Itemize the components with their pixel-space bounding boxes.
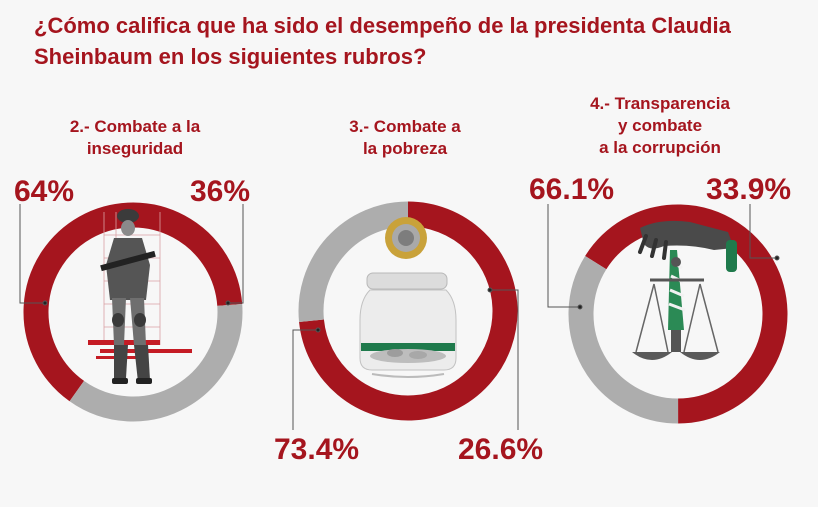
chart-1-leader-dot	[42, 300, 48, 306]
chart-3-title-line: 4.- Transparencia	[590, 94, 730, 113]
chart-1-red-label: 64%	[14, 175, 75, 208]
chart-3-leader-dot	[577, 304, 583, 310]
soldier-icon	[88, 209, 192, 384]
chart-2-title-line: 3.- Combate a	[349, 117, 461, 136]
chart-3-title: 4.- Transparencia y combate a la corrupc…	[560, 93, 760, 159]
chart-1-title: 2.- Combate a la inseguridad	[35, 116, 235, 160]
chart-2-red-label: 73.4%	[274, 433, 360, 466]
chart-2-title: 3.- Combate a la pobreza	[305, 116, 505, 160]
chart-1-title-line: inseguridad	[86, 139, 184, 158]
chart-1-leader-line	[228, 204, 244, 304]
chart-2-leader-dot	[487, 287, 493, 293]
chart-1-title-line: 2.- Combate a la	[69, 117, 201, 136]
chart-3-slice-2	[568, 255, 679, 424]
chart-3-red-label: 66.1%	[529, 173, 615, 206]
chart-3-leader-dot	[774, 255, 780, 261]
chart-2-title-line: la pobreza	[362, 139, 448, 158]
chart-2-slice-2	[298, 201, 409, 322]
scales-hand-icon	[632, 220, 737, 360]
chart-1-leader-line	[19, 204, 45, 304]
chart-1-leader-dot	[225, 300, 231, 306]
chart-2-gray-label: 26.6%	[458, 433, 544, 466]
page-title: ¿Cómo califica que ha sido el desempeño …	[34, 10, 794, 72]
chart-3-leader-line	[749, 204, 777, 259]
chart-3-title-line: a la corrupción	[599, 138, 721, 157]
chart-2-leader-line	[490, 289, 519, 430]
page-title-line: ¿Cómo califica que ha sido el desempeño …	[34, 13, 731, 38]
chart-1-slice-1	[23, 202, 243, 402]
chart-2-leader-line	[292, 329, 318, 430]
chart-3-slice-1	[585, 204, 788, 424]
chart-2-leader-dot	[315, 327, 321, 333]
chart-3-leader-line	[547, 204, 580, 308]
chart-3-gray-label: 33.9%	[706, 173, 792, 206]
page-title-line: Sheinbaum en los siguientes rubros?	[34, 44, 427, 69]
chart-1-slice-2	[69, 303, 243, 422]
coin-jar-icon	[359, 217, 457, 378]
chart-2-slice-1	[299, 201, 518, 421]
chart-3-title-line: y combate	[617, 116, 703, 135]
chart-1-gray-label: 36%	[190, 175, 251, 208]
